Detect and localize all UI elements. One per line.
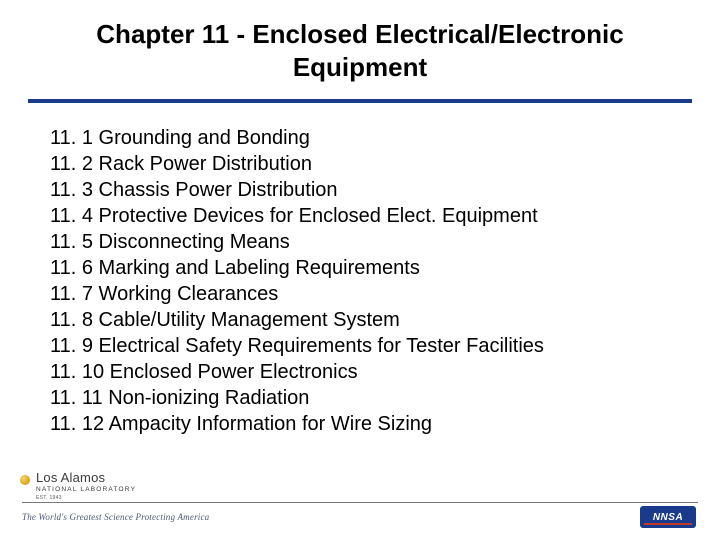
footer: Los Alamos NATIONAL LABORATORY EST. 1943…	[0, 464, 720, 540]
toc-item: 11. 2 Rack Power Distribution	[50, 151, 670, 177]
lanl-wordmark: Los Alamos NATIONAL LABORATORY EST. 1943	[36, 470, 136, 501]
toc-item: 11. 9 Electrical Safety Requirements for…	[50, 333, 670, 359]
toc-item: 11. 11 Non-ionizing Radiation	[50, 385, 670, 411]
org-name: Los Alamos	[36, 470, 105, 485]
toc-item: 11. 3 Chassis Power Distribution	[50, 177, 670, 203]
toc-item: 11. 5 Disconnecting Means	[50, 229, 670, 255]
slide: Chapter 11 - Enclosed Electrical/Electro…	[0, 0, 720, 540]
nnsa-mark: NNSA	[653, 512, 683, 523]
footer-rule	[22, 502, 698, 503]
nnsa-stripe	[644, 523, 692, 525]
toc-item: 11. 12 Ampacity Information for Wire Siz…	[50, 411, 670, 437]
title-block: Chapter 11 - Enclosed Electrical/Electro…	[0, 0, 720, 93]
lanl-logo: Los Alamos NATIONAL LABORATORY EST. 1943	[20, 470, 136, 501]
toc-item: 11. 7 Working Clearances	[50, 281, 670, 307]
toc-item: 11. 6 Marking and Labeling Requirements	[50, 255, 670, 281]
lanl-dot-icon	[20, 475, 30, 485]
org-sub: NATIONAL LABORATORY	[36, 486, 136, 493]
footer-tagline: The World's Greatest Science Protecting …	[22, 512, 209, 522]
toc-item: 11. 10 Enclosed Power Electronics	[50, 359, 670, 385]
org-est: EST. 1943	[36, 495, 136, 501]
slide-title: Chapter 11 - Enclosed Electrical/Electro…	[40, 18, 680, 83]
toc-item: 11. 8 Cable/Utility Management System	[50, 307, 670, 333]
toc-item: 11. 4 Protective Devices for Enclosed El…	[50, 203, 670, 229]
toc-item: 11. 1 Grounding and Bonding	[50, 125, 670, 151]
toc-content: 11. 1 Grounding and Bonding 11. 2 Rack P…	[0, 103, 720, 437]
nnsa-logo: NNSA	[640, 506, 696, 528]
